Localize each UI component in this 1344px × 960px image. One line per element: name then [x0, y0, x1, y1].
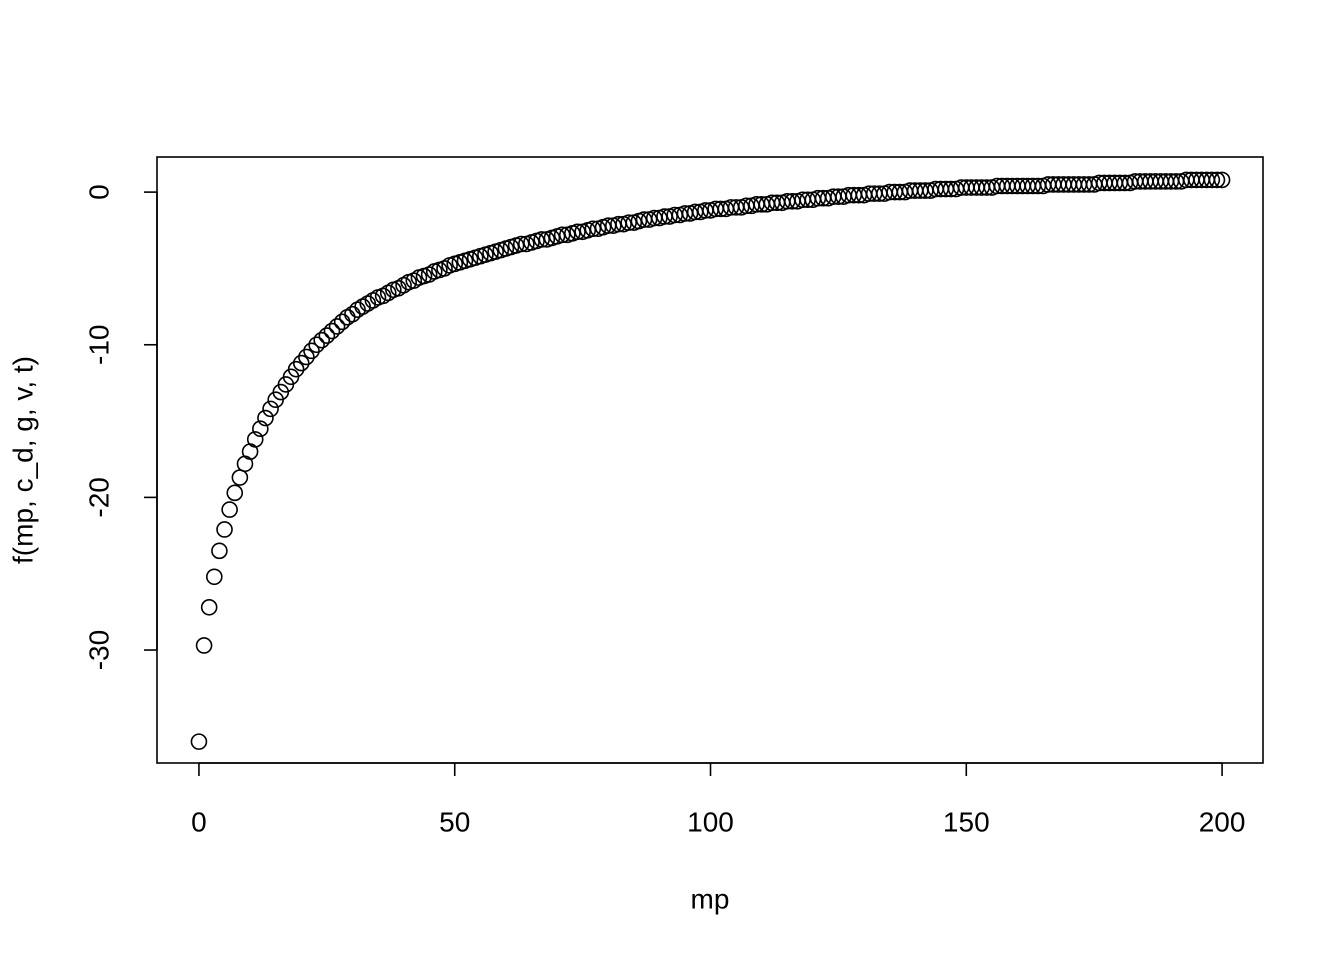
x-tick-label: 150 [943, 806, 990, 837]
point [221, 501, 238, 518]
point [553, 226, 571, 244]
x-tick-label: 100 [687, 806, 734, 837]
point [298, 348, 315, 366]
point [200, 599, 218, 616]
point [216, 521, 233, 538]
point [308, 336, 325, 354]
point [323, 322, 341, 340]
point [620, 214, 637, 231]
y-tick-label: -30 [83, 630, 114, 670]
point [569, 223, 586, 241]
point [226, 484, 244, 502]
y-tick-label: 0 [83, 184, 114, 200]
point [205, 568, 223, 586]
point [287, 360, 305, 378]
point [190, 733, 208, 750]
point [1208, 171, 1226, 189]
point [1213, 171, 1231, 189]
point [231, 469, 249, 486]
x-tick-label: 50 [439, 806, 470, 837]
plot-frame [156, 156, 1264, 764]
point [303, 342, 320, 360]
point [211, 542, 228, 560]
point [533, 231, 550, 248]
point [246, 431, 264, 448]
point [328, 318, 346, 335]
point [1203, 171, 1221, 189]
x-tick-label: 200 [1199, 806, 1246, 837]
point [512, 235, 530, 253]
point [262, 400, 279, 418]
point [257, 409, 274, 427]
y-tick-label: -20 [83, 477, 114, 517]
x-axis-label: mp [691, 883, 730, 914]
y-axis-label: f(mp, c_d, g, v, t) [7, 356, 38, 564]
point [252, 420, 269, 438]
point [292, 354, 310, 372]
point [318, 327, 336, 344]
point [584, 220, 602, 238]
x-tick-label: 0 [191, 806, 207, 837]
y-tick-label: -10 [83, 325, 114, 365]
point [313, 331, 331, 349]
point [195, 637, 213, 654]
